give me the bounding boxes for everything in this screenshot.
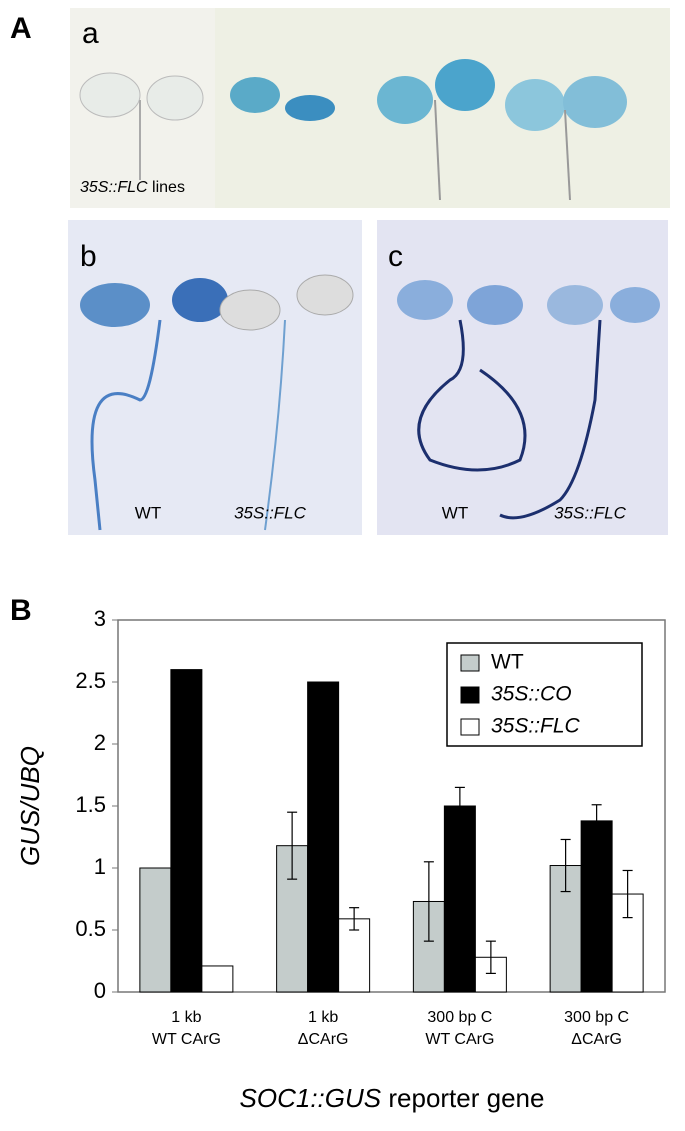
x-tick-label: ΔCArG (571, 1031, 622, 1048)
x-tick-label: ΔCArG (298, 1031, 349, 1048)
legend-swatch (460, 718, 480, 736)
bar (338, 918, 371, 993)
panel-label: A (10, 12, 32, 45)
legend-swatch (460, 686, 480, 704)
error-bar (622, 869, 633, 919)
bar-chart: 0 0.5 1 1.5 2 2.5 3 1 kb WT CArG 1 kb ΔCArG 300 bp … (75, 606, 666, 1048)
legend-swatch (460, 654, 480, 672)
photo-c (377, 220, 668, 535)
photo-label: WT (442, 503, 468, 522)
photo-label: 35S::FLC (234, 503, 307, 522)
error-bar (349, 907, 360, 931)
photo-label: WT (135, 503, 161, 522)
x-axis-label-italic: SOC1::GUS (240, 1083, 382, 1113)
photo-b (68, 220, 362, 535)
panel-sublabel: b (80, 240, 97, 273)
x-tick-label: 1 kb (308, 1009, 338, 1026)
caption: 35S::FLC lines (80, 179, 185, 196)
error-bar (454, 786, 465, 826)
seedlings-a (79, 59, 627, 201)
legend-label: WT (491, 651, 524, 674)
x-tick-label: 1 kb (171, 1009, 201, 1026)
error-bar (287, 811, 298, 880)
bar (139, 867, 172, 993)
x-tick-label: WT CArG (152, 1031, 221, 1048)
error-bar (591, 804, 602, 838)
error-bar (423, 861, 434, 942)
x-tick-label: WT CArG (425, 1031, 494, 1048)
y-tick-label: 3 (94, 606, 106, 631)
seedlings-b (80, 274, 354, 531)
y-tick-label: 1.5 (75, 792, 106, 817)
x-axis-label: SOC1::GUS reporter gene (240, 1083, 545, 1113)
bar (201, 965, 234, 993)
bar (170, 669, 203, 993)
bar (443, 805, 476, 993)
y-tick-label: 0.5 (75, 916, 106, 941)
x-axis-label-rest: reporter gene (388, 1083, 544, 1113)
error-bar (485, 940, 496, 975)
x-tick-label: 300 bp C (564, 1009, 629, 1026)
legend-label: 35S::FLC (491, 715, 581, 738)
y-tick-label: 0 (94, 978, 106, 1003)
caption-rest: lines (152, 179, 185, 196)
y-tick-label: 1 (94, 854, 106, 879)
panel-label: B (10, 594, 32, 627)
y-tick-label: 2 (94, 730, 106, 755)
caption-italic: 35S::FLC (80, 179, 148, 196)
photo-label: 35S::FLC (554, 503, 627, 522)
panel-sublabel: c (388, 240, 403, 273)
bar (580, 820, 613, 993)
panel-sublabel: a (82, 17, 99, 50)
x-tick-label: 300 bp C (427, 1009, 492, 1026)
error-bar (560, 838, 571, 893)
bar (307, 681, 340, 993)
legend-label: 35S::CO (491, 683, 572, 706)
y-tick-label: 2.5 (75, 668, 106, 693)
y-axis-label: GUS/UBQ (15, 746, 45, 866)
seedlings-c (397, 280, 660, 520)
